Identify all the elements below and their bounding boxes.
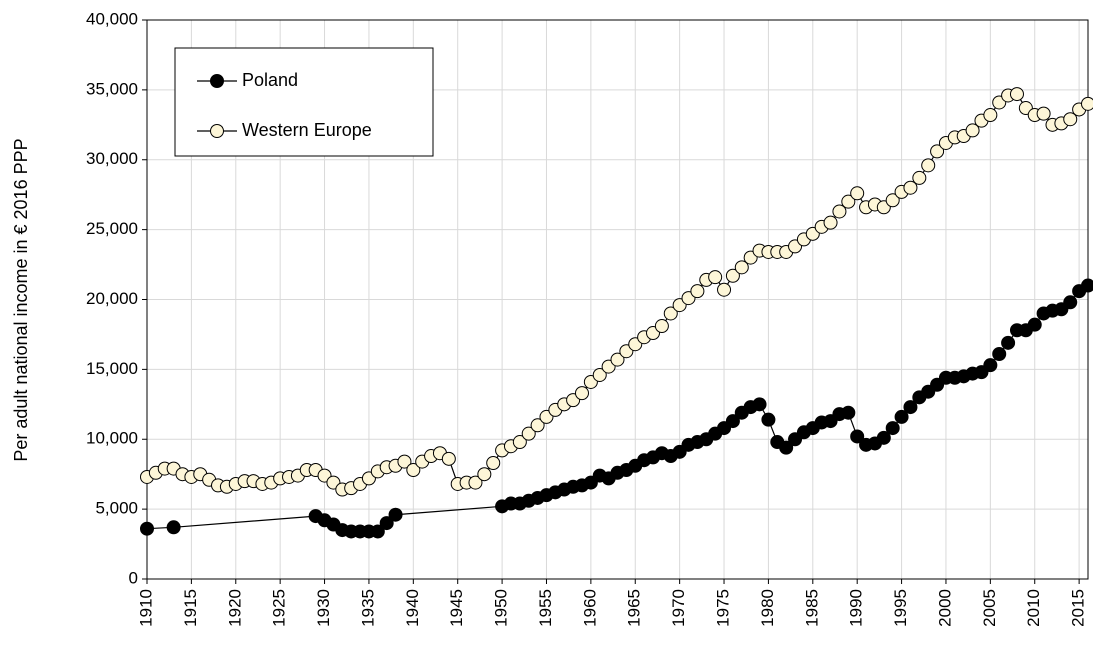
data-point	[725, 268, 740, 283]
x-tick-label: 1920	[225, 589, 244, 627]
x-tick-label: 1955	[536, 589, 555, 627]
x-tick-label: 2010	[1024, 589, 1043, 627]
x-tick-label: 1950	[492, 589, 511, 627]
x-tick-label: 2000	[935, 589, 954, 627]
data-point	[912, 170, 927, 185]
x-tick-label: 1940	[403, 589, 422, 627]
data-point	[166, 520, 181, 535]
x-tick-label: 1975	[714, 589, 733, 627]
data-point	[992, 347, 1007, 362]
data-point	[388, 507, 403, 522]
data-point	[574, 386, 589, 401]
legend-marker	[210, 74, 224, 88]
data-point	[397, 454, 412, 469]
data-point	[530, 418, 545, 433]
data-point	[1009, 87, 1024, 102]
data-point	[477, 467, 492, 482]
x-tick-label: 1985	[802, 589, 821, 627]
data-point	[983, 108, 998, 123]
x-tick-label: 1995	[891, 589, 910, 627]
data-point	[823, 215, 838, 230]
x-tick-label: 1980	[758, 589, 777, 627]
x-tick-label: 1990	[847, 589, 866, 627]
data-point	[610, 352, 625, 367]
data-point	[761, 412, 776, 427]
data-point	[592, 367, 607, 382]
data-point	[1081, 278, 1093, 293]
series-layer	[140, 87, 1093, 539]
data-point	[521, 426, 536, 441]
data-point	[1063, 112, 1078, 127]
data-point	[717, 282, 732, 297]
data-point	[725, 414, 740, 429]
data-point	[1027, 317, 1042, 332]
data-point	[903, 400, 918, 415]
data-point	[841, 405, 856, 420]
legend: Poland Western Europe	[174, 47, 434, 157]
y-tick-label: 40,000	[86, 9, 138, 28]
x-tick-label: 1945	[447, 589, 466, 627]
data-point	[663, 306, 678, 321]
x-tick-label: 1970	[669, 589, 688, 627]
data-point	[894, 409, 909, 424]
data-point	[921, 158, 936, 173]
x-tick-label: 1960	[580, 589, 599, 627]
y-tick-label: 30,000	[86, 149, 138, 168]
y-tick-label: 25,000	[86, 219, 138, 238]
data-point	[734, 260, 749, 275]
data-point	[370, 524, 385, 539]
plot-frame	[146, 19, 1089, 580]
data-point	[930, 144, 945, 159]
data-point	[1001, 335, 1016, 350]
data-point	[885, 421, 900, 436]
data-point	[876, 430, 891, 445]
data-point	[1036, 106, 1051, 121]
data-point	[654, 319, 669, 334]
data-point	[708, 270, 723, 285]
data-point	[841, 194, 856, 209]
data-point	[406, 462, 421, 477]
data-point	[885, 193, 900, 208]
data-point	[832, 204, 847, 219]
x-tick-label: 2015	[1069, 589, 1088, 627]
x-tick-label: 1910	[136, 589, 155, 627]
legend-box	[174, 47, 434, 157]
y-axis-label: Per adult national income in € 2016 PPP	[11, 138, 31, 461]
x-tick-label: 1915	[181, 589, 200, 627]
data-point	[379, 516, 394, 531]
legend-label: Poland	[242, 70, 298, 90]
y-tick-label: 0	[129, 568, 138, 587]
x-tick-label: 1935	[358, 589, 377, 627]
data-point	[690, 284, 705, 299]
x-tick-label: 1965	[625, 589, 644, 627]
data-point	[468, 475, 483, 490]
data-point	[850, 429, 865, 444]
legend-marker	[210, 124, 224, 138]
x-tick-label: 1930	[314, 589, 333, 627]
y-tick-label: 5,000	[95, 499, 138, 518]
legend-label: Western Europe	[242, 120, 372, 140]
data-point	[903, 180, 918, 195]
data-point	[441, 451, 456, 466]
data-point	[512, 435, 527, 450]
data-point	[486, 456, 501, 471]
data-point	[1063, 295, 1078, 310]
data-point	[850, 186, 865, 201]
data-point	[140, 521, 154, 536]
y-tick-label: 15,000	[86, 359, 138, 378]
data-point	[752, 397, 767, 412]
data-point	[779, 440, 794, 455]
series-line	[146, 285, 1089, 533]
x-tick-label: 1925	[270, 589, 289, 627]
y-tick-label: 35,000	[86, 79, 138, 98]
x-tick-label: 2005	[980, 589, 999, 627]
data-point	[965, 123, 980, 138]
data-point	[983, 358, 998, 373]
data-point	[1081, 96, 1093, 111]
y-tick-label: 10,000	[86, 429, 138, 448]
y-tick-label: 20,000	[86, 289, 138, 308]
